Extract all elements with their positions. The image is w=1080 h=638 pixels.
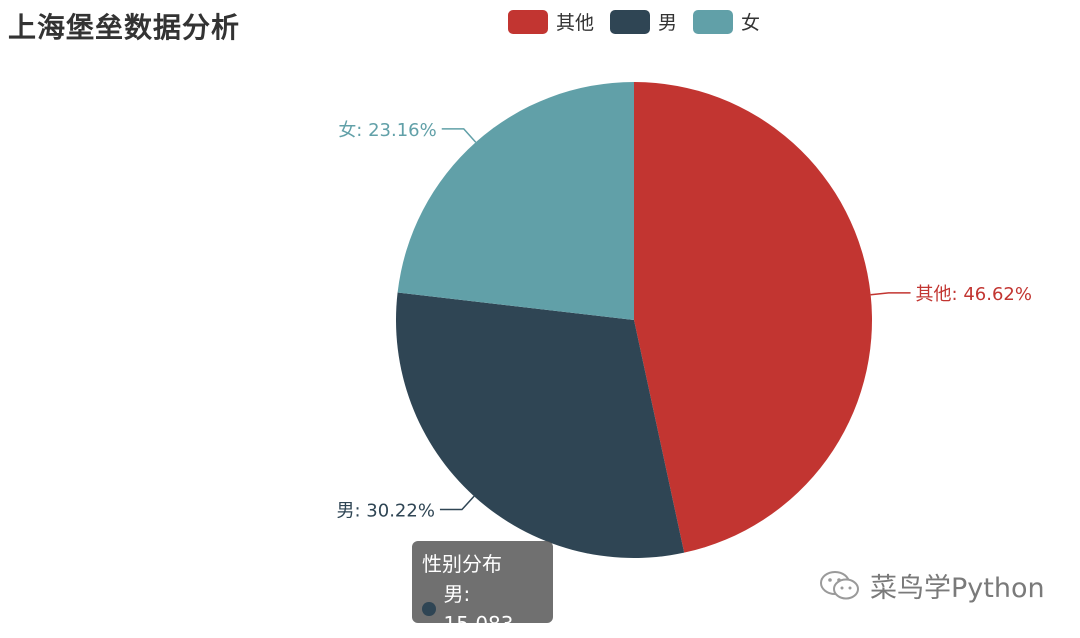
tooltip-title: 性别分布 — [422, 552, 502, 576]
wechat-icon — [820, 570, 859, 599]
legend-label-male: 男 — [658, 12, 678, 34]
tooltip-row: 男: 15,083 — [422, 579, 543, 638]
legend: 其他 男 女 — [508, 8, 760, 35]
pie-slice-female[interactable] — [397, 82, 634, 320]
label-line-other — [870, 292, 911, 296]
legend-swatch-other — [508, 9, 548, 34]
slice-label-male: 男: 30.22% — [337, 501, 435, 522]
legend-item-other[interactable]: 其他 — [508, 8, 594, 35]
legend-swatch-female — [693, 9, 734, 34]
legend-label-other: 其他 — [556, 12, 595, 34]
chart-title: 上海堡垒数据分析 — [8, 11, 241, 44]
label-line-male — [439, 495, 475, 511]
legend-label-female: 女 — [741, 12, 761, 34]
pie-label-lines — [439, 128, 911, 511]
legend-swatch-male — [610, 9, 651, 34]
pie-slice-other[interactable] — [634, 82, 872, 553]
watermark: 菜鸟学Python — [818, 566, 1045, 605]
pie-slices — [396, 82, 872, 558]
tooltip: 性别分布 男: 15,083 — [412, 541, 553, 636]
label-line-female — [441, 128, 477, 143]
slice-label-other: 其他: 46.62% — [916, 284, 1032, 305]
tooltip-value: 男: 15,083 — [443, 582, 514, 636]
pie-slice-male[interactable] — [396, 292, 685, 558]
tooltip-dot — [422, 602, 436, 616]
slice-label-female: 女: 23.16% — [338, 120, 436, 141]
legend-item-female[interactable]: 女 — [693, 8, 760, 35]
legend-item-male[interactable]: 男 — [610, 8, 677, 35]
pie-labels: 其他: 46.62% 男: 30.22% 女: 23.16% — [337, 120, 1032, 522]
watermark-text: 菜鸟学Python — [870, 573, 1045, 604]
